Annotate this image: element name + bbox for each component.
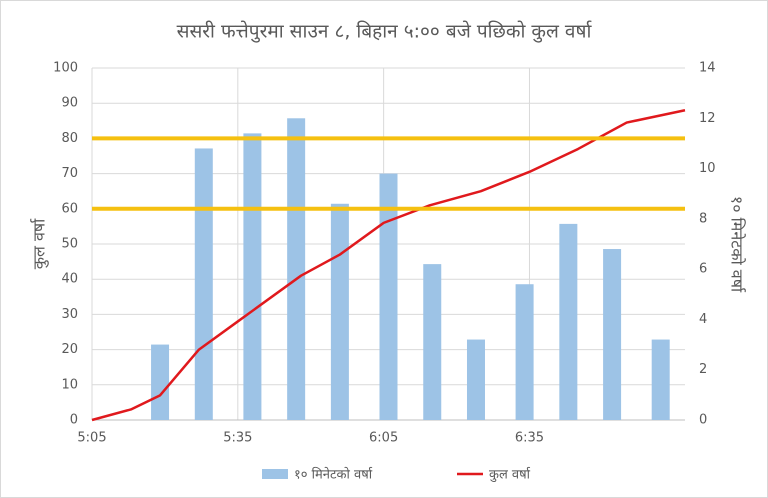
bar [287, 118, 306, 421]
legend-swatch [262, 469, 288, 479]
y2-tick-label: 8 [699, 211, 707, 226]
bar [194, 148, 213, 420]
bar [423, 264, 442, 420]
y-tick-label: 0 [70, 413, 78, 428]
legend-label: कुल वर्षा [489, 467, 531, 483]
y-tick-label: 30 [61, 307, 78, 322]
legend-label: १० मिनेटको वर्षा [294, 467, 373, 483]
bar [559, 223, 578, 420]
bar [379, 173, 398, 420]
y2-tick-label: 12 [699, 111, 716, 126]
bar [603, 249, 622, 420]
x-tick-label: 6:35 [515, 431, 544, 446]
x-tick-label: 6:05 [369, 431, 398, 446]
chart-title: ससरी फत्तेपुरमा साउन ८, बिहान ५:०० बजे प… [177, 20, 593, 44]
y-tick-label: 40 [61, 272, 78, 287]
y2-axis-label: १० मिनेटको वर्षा [728, 196, 747, 293]
y2-tick-label: 4 [699, 312, 707, 327]
x-tick-label: 5:35 [223, 431, 252, 446]
y2-tick-label: 2 [699, 362, 707, 377]
y2-tick-label: 14 [699, 61, 716, 76]
bar [151, 344, 170, 420]
y-axis-label: कुल वर्षा [30, 218, 50, 270]
y-tick-label: 100 [53, 61, 78, 76]
bar [466, 339, 485, 420]
y-tick-label: 80 [61, 131, 78, 146]
y-tick-label: 10 [61, 377, 78, 392]
bar [515, 284, 534, 420]
y-tick-label: 90 [61, 96, 78, 111]
y2-tick-label: 6 [699, 262, 707, 277]
bar [243, 133, 262, 420]
y2-tick-label: 10 [699, 161, 716, 176]
bar [651, 339, 670, 420]
y-tick-label: 50 [61, 237, 78, 252]
y-tick-label: 20 [61, 342, 78, 357]
y2-tick-label: 0 [699, 413, 707, 428]
bar [330, 203, 349, 420]
x-tick-label: 5:05 [77, 431, 106, 446]
y-tick-label: 70 [61, 166, 78, 181]
y-tick-label: 60 [61, 201, 78, 216]
line [91, 109, 686, 422]
